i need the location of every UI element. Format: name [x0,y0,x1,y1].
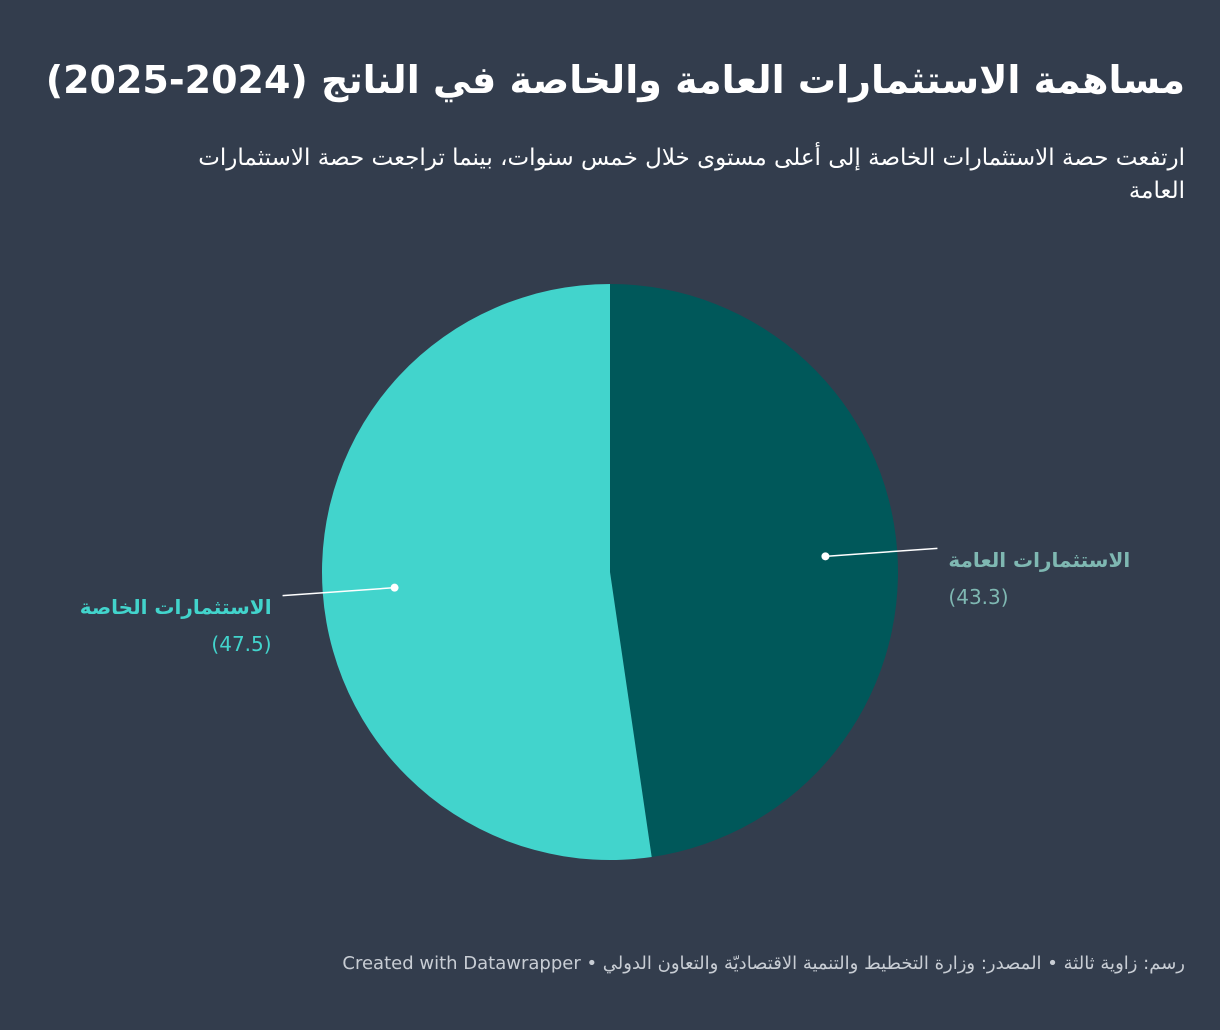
leader-dot [390,583,399,592]
source: المصدر: وزارة التخطيط والتنمية الاقتصادي… [602,953,1042,974]
value-label: (43.3) [948,585,1008,609]
byline: رسم: زاوية ثالثة [1063,953,1185,974]
slice-label: الاستثمارات العامة [948,548,1130,572]
leader-line [825,547,938,558]
chart-title: مساهمة الاستثمارات العامة والخاصة في الن… [45,58,1185,102]
slice-label: الاستثمارات الخاصة [80,595,272,619]
leader-dot [821,552,830,561]
chart-subtitle: ارتفعت حصة الاستثمارات الخاصة إلى أعلى م… [198,145,1185,204]
leader-line [282,586,395,597]
value-label: (47.5) [211,632,271,656]
footer: رسم: زاوية ثالثة • المصدر: وزارة التخطيط… [342,953,1185,974]
chart: الاستثمارات العامة (43.3) الاستثمارات الخا… [80,284,1130,860]
credit: Created with Datawrapper [342,953,581,974]
pie-slice [610,284,899,857]
pie-slice [322,284,652,860]
